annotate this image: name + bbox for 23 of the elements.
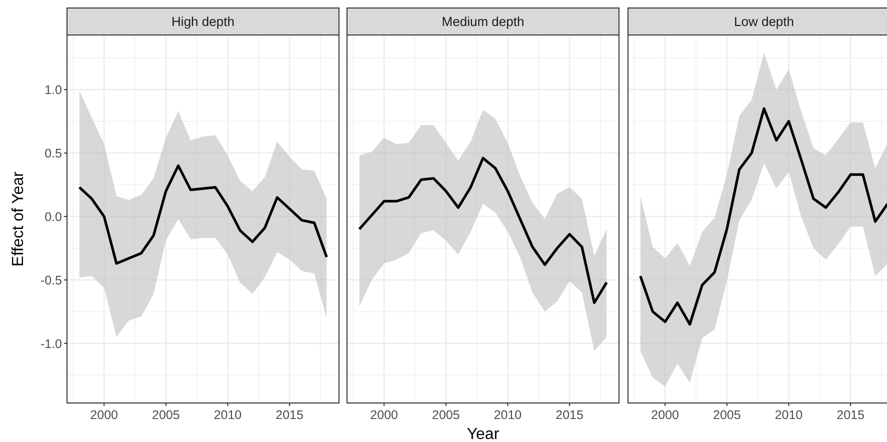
y-tick-label: -0.5 [40, 273, 62, 288]
x-tick-label: 2010 [214, 408, 242, 422]
x-tick-label: 2015 [556, 408, 584, 422]
y-axis-title: Effect of Year [10, 170, 27, 266]
x-tick-label: 2005 [432, 408, 460, 422]
line-series [78, 164, 328, 265]
y-tick-label: 0.0 [44, 210, 62, 224]
chart-title: High depth [172, 14, 234, 29]
x-tick-label: 2000 [651, 408, 680, 422]
x-tick-label: 2000 [90, 408, 118, 422]
y-tick-label: -1.0 [40, 336, 62, 351]
x-axis-title: Year [466, 426, 500, 442]
x-tick-label: 2010 [494, 408, 522, 422]
chart-title: Medium depth [442, 14, 524, 29]
chart-title: Low depth [734, 14, 794, 29]
y-tick-label: 0.5 [44, 146, 62, 161]
x-tick-label: 2015 [836, 408, 864, 422]
x-tick-label: 2005 [152, 408, 180, 422]
x-tick-label: 2010 [774, 408, 803, 422]
x-tick-label: 2005 [713, 408, 741, 422]
x-tick-label: 2015 [276, 408, 304, 422]
y-tick-label: 1.0 [44, 83, 62, 98]
x-tick-label: 2000 [370, 408, 398, 422]
